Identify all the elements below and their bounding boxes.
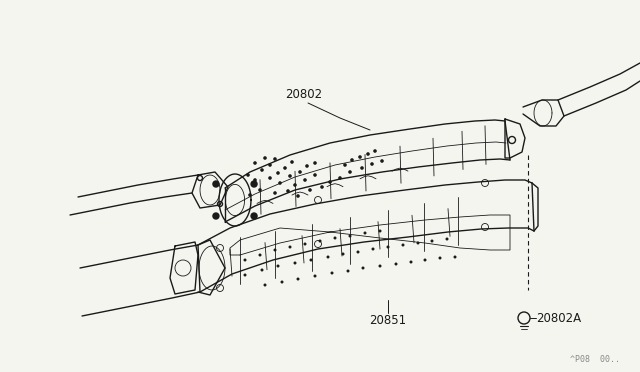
Circle shape: [438, 257, 442, 260]
Circle shape: [350, 158, 354, 162]
Circle shape: [313, 173, 317, 177]
Circle shape: [273, 248, 276, 251]
Circle shape: [260, 269, 264, 272]
Circle shape: [338, 176, 342, 180]
Circle shape: [243, 259, 246, 262]
Circle shape: [308, 188, 312, 192]
Circle shape: [286, 189, 290, 193]
Circle shape: [264, 283, 266, 286]
Circle shape: [248, 193, 252, 197]
Circle shape: [278, 181, 282, 185]
Circle shape: [303, 243, 307, 246]
Circle shape: [387, 246, 390, 248]
Circle shape: [253, 161, 257, 165]
Circle shape: [213, 213, 219, 219]
Text: 20851: 20851: [369, 314, 406, 327]
Circle shape: [289, 246, 291, 248]
Circle shape: [296, 194, 300, 198]
Circle shape: [424, 259, 426, 262]
Circle shape: [276, 264, 280, 267]
Circle shape: [276, 171, 280, 175]
Circle shape: [314, 275, 317, 278]
Circle shape: [273, 191, 277, 195]
Circle shape: [346, 269, 349, 273]
Circle shape: [394, 263, 397, 266]
Circle shape: [326, 256, 330, 259]
Circle shape: [333, 237, 337, 240]
Circle shape: [288, 174, 292, 178]
Circle shape: [328, 180, 332, 184]
Circle shape: [362, 266, 365, 269]
Circle shape: [310, 259, 312, 262]
Circle shape: [410, 260, 413, 263]
Circle shape: [251, 213, 257, 219]
Circle shape: [343, 163, 347, 167]
Circle shape: [366, 152, 370, 156]
Circle shape: [342, 253, 344, 256]
Circle shape: [356, 250, 360, 253]
Circle shape: [373, 149, 377, 153]
Circle shape: [380, 159, 384, 163]
Circle shape: [371, 247, 374, 250]
Circle shape: [213, 181, 219, 187]
Circle shape: [319, 240, 321, 243]
Circle shape: [401, 244, 404, 247]
Circle shape: [330, 272, 333, 275]
Circle shape: [303, 178, 307, 182]
Circle shape: [293, 183, 297, 187]
Circle shape: [283, 166, 287, 170]
Circle shape: [246, 173, 250, 177]
Circle shape: [243, 273, 246, 276]
Circle shape: [296, 278, 300, 280]
Circle shape: [431, 240, 433, 243]
Circle shape: [294, 262, 296, 264]
Circle shape: [370, 162, 374, 166]
Circle shape: [378, 230, 381, 232]
Circle shape: [259, 253, 262, 257]
Circle shape: [253, 178, 257, 182]
Circle shape: [378, 264, 381, 267]
Circle shape: [268, 163, 272, 167]
Text: ^P08  00..: ^P08 00..: [570, 356, 620, 365]
Circle shape: [417, 241, 419, 244]
Text: 20802: 20802: [285, 89, 322, 102]
Circle shape: [320, 185, 324, 189]
Circle shape: [280, 280, 284, 283]
Circle shape: [258, 188, 262, 192]
Text: 20802A: 20802A: [536, 311, 581, 324]
Circle shape: [260, 168, 264, 172]
Circle shape: [290, 160, 294, 164]
Circle shape: [251, 181, 257, 187]
Circle shape: [305, 164, 309, 168]
Circle shape: [348, 170, 352, 174]
Circle shape: [360, 166, 364, 170]
Circle shape: [364, 231, 367, 234]
Circle shape: [349, 234, 351, 237]
Circle shape: [263, 156, 267, 160]
Circle shape: [454, 256, 456, 259]
Circle shape: [445, 237, 449, 241]
Circle shape: [358, 155, 362, 159]
Circle shape: [268, 176, 272, 180]
Circle shape: [298, 170, 302, 174]
Circle shape: [313, 161, 317, 165]
Circle shape: [273, 157, 277, 161]
